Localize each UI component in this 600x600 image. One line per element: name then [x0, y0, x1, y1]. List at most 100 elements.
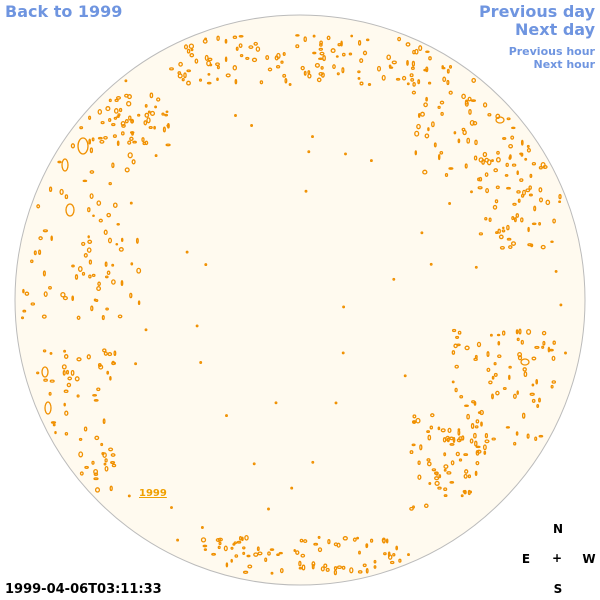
- contour-spot: [300, 553, 306, 558]
- contour-spot: [480, 421, 483, 427]
- contour-spot: [469, 119, 475, 126]
- contour-spot: [235, 46, 239, 51]
- contour-spot: [238, 43, 243, 48]
- contour-spot: [105, 307, 109, 311]
- contour-spot: [389, 560, 395, 565]
- previous-hour-link[interactable]: Previous hour: [508, 45, 595, 58]
- contour-spot: [100, 120, 105, 125]
- contour-spot: [484, 439, 490, 444]
- contour-spot: [330, 48, 336, 54]
- contour-spot: [383, 552, 387, 556]
- contour-spot: [311, 135, 314, 139]
- contour-spot: [320, 566, 325, 572]
- contour-spot: [42, 229, 49, 233]
- contour-spot: [473, 432, 477, 439]
- contour-spot: [495, 390, 500, 396]
- contour-spot: [298, 566, 303, 570]
- contour-spot: [506, 224, 510, 231]
- contour-spot: [104, 465, 109, 472]
- contour-spot: [318, 47, 324, 51]
- contour-spot: [525, 188, 531, 193]
- contour-spot: [423, 503, 429, 509]
- contour-spot: [434, 476, 440, 481]
- contour-spot: [115, 96, 122, 100]
- contour-spot: [267, 507, 270, 511]
- contour-spot: [448, 202, 452, 205]
- contour-spot: [411, 60, 416, 67]
- contour-spot: [398, 558, 402, 563]
- contour-spot: [418, 45, 423, 52]
- contour-spot: [165, 110, 169, 113]
- contour-spot: [511, 126, 516, 130]
- contour-spot: [108, 98, 112, 103]
- contour-spot: [127, 494, 131, 498]
- contour-spot: [188, 43, 195, 49]
- contour-spot: [493, 168, 499, 173]
- contour-spot: [93, 298, 97, 302]
- contour-spot: [106, 270, 111, 276]
- contour-spot: [506, 117, 511, 121]
- contour-spot: [298, 560, 302, 567]
- contour-spot: [303, 539, 308, 544]
- contour-spot: [437, 154, 441, 161]
- contour-spot: [106, 212, 112, 218]
- contour-spot: [463, 453, 469, 457]
- contour-spot: [502, 226, 505, 230]
- contour-spot: [87, 239, 93, 244]
- contour-spot: [452, 436, 456, 443]
- contour-spot: [545, 199, 551, 206]
- back-to-year-link[interactable]: Back to 1999: [5, 2, 123, 21]
- contour-spot: [204, 54, 209, 61]
- contour-spot: [267, 67, 273, 72]
- contour-spot: [437, 426, 441, 431]
- contour-spot: [531, 222, 537, 226]
- contour-spot: [357, 40, 362, 46]
- contour-spot: [94, 435, 100, 441]
- contour-spot: [491, 393, 494, 400]
- contour-spot: [419, 444, 423, 451]
- contour-spot: [475, 450, 480, 456]
- contour-spot: [50, 235, 53, 241]
- contour-spot: [395, 545, 399, 551]
- contour-spot: [541, 330, 547, 336]
- contour-spot: [248, 45, 254, 49]
- contour-spot: [99, 139, 105, 144]
- contour-spot: [64, 410, 69, 416]
- contour-spot: [533, 205, 537, 212]
- contour-region: [77, 137, 89, 155]
- contour-spot: [48, 391, 52, 396]
- contour-spot: [117, 314, 123, 319]
- contour-spot: [540, 244, 546, 250]
- contour-spot: [429, 262, 433, 266]
- contour-spot: [406, 82, 410, 86]
- contour-spot: [356, 536, 360, 540]
- next-hour-link[interactable]: Next hour: [533, 58, 596, 71]
- contour-spot: [520, 217, 524, 223]
- contour-spot: [149, 92, 154, 99]
- contour-spot: [376, 65, 382, 72]
- contour-spot: [81, 271, 86, 276]
- previous-day-link[interactable]: Previous day: [478, 2, 595, 21]
- year-link[interactable]: 1999: [139, 488, 167, 499]
- next-day-link[interactable]: Next day: [515, 20, 595, 39]
- contour-spot: [130, 119, 134, 124]
- contour-spot: [495, 157, 501, 163]
- contour-spot: [110, 460, 116, 465]
- contour-spot: [207, 73, 211, 76]
- contour-spot: [464, 345, 470, 351]
- contour-spot: [494, 199, 499, 204]
- contour-spot: [216, 77, 219, 81]
- contour-spot: [513, 217, 517, 223]
- contour-spot: [538, 221, 542, 226]
- contour-spot: [457, 330, 462, 335]
- contour-spot: [246, 554, 251, 558]
- contour-spot: [518, 328, 522, 335]
- contour-spot: [93, 472, 99, 477]
- contour-spot: [529, 392, 535, 396]
- contour-spot: [510, 241, 517, 246]
- contour-spot: [485, 187, 490, 194]
- contour-spot: [24, 291, 30, 296]
- contour-spot: [477, 177, 481, 182]
- contour-spot: [299, 538, 304, 543]
